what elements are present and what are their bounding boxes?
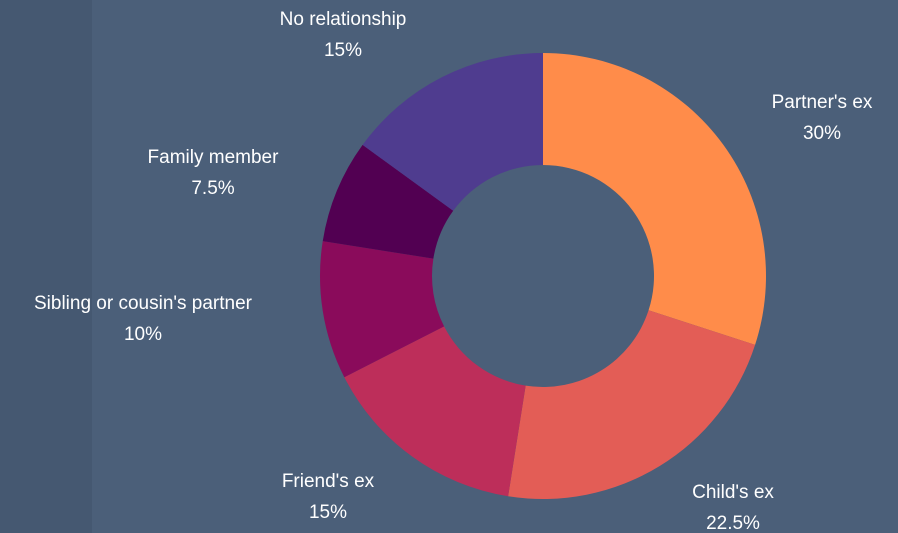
slice-value: 30% (803, 123, 841, 144)
slice (508, 310, 756, 499)
slice-label: Sibling or cousin's partner (34, 293, 253, 314)
slice-value: 22.5% (706, 513, 760, 533)
slice-label: Family member (148, 147, 280, 168)
slice-value: 10% (124, 324, 162, 345)
slice-label: Partner's ex (772, 92, 873, 113)
slice-value: 7.5% (191, 178, 234, 199)
slice-label: Child's ex (692, 482, 774, 503)
slice-label: Friend's ex (282, 471, 375, 492)
slice-label: No relationship (280, 9, 407, 30)
slice-value: 15% (324, 40, 362, 61)
slice-value: 15% (309, 502, 347, 523)
slice (344, 326, 526, 497)
side-strip (0, 0, 92, 533)
slice (543, 53, 767, 345)
slice (322, 144, 454, 259)
slice (362, 53, 543, 211)
slice (320, 241, 445, 378)
